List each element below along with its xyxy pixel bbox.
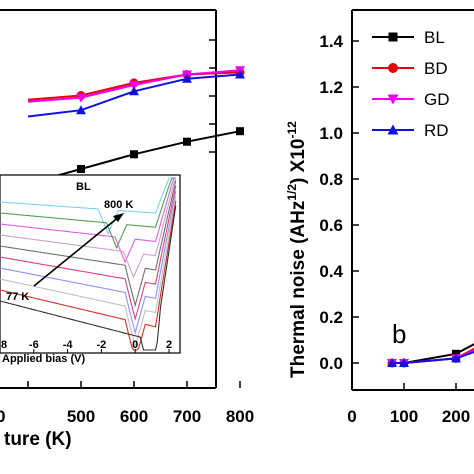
inset-curve: [0, 177, 176, 236]
inset-curves: [0, 177, 177, 351]
panel-a-series: [27, 66, 245, 185]
inset-x-tick-label: -6: [29, 339, 39, 351]
inset-curve: [0, 195, 177, 349]
panel-b-series: [387, 343, 474, 368]
inset-x-tick-label: 2: [166, 339, 172, 351]
inset-curve: [0, 177, 177, 279]
inset-x-tick-labels: 8 -6 -4 -2 0 2: [0, 339, 172, 353]
panel-a-inset: 8 -6 -4 -2 0 2 Applied bias (V) BL 800 K 77 K: [0, 174, 181, 365]
panel-b-series-line-rd: [392, 350, 474, 364]
panel-a-point-bl: [183, 137, 191, 146]
panel-b-y-ticks: 0.0 0.2 0.4 0.6 0.8 1.0 1.2 1.4: [319, 32, 359, 373]
panel-b-x-tick-label: 200: [442, 407, 470, 426]
panel-a-point-bl: [77, 165, 85, 173]
inset-x-tick-label: -4: [63, 339, 74, 351]
panel-a-x-tick-label: 700: [173, 407, 201, 426]
panel-b-x-tick-label: 0: [347, 407, 356, 426]
inset-800k-label: 800 K: [104, 199, 133, 211]
panel-a-point-gd: [129, 81, 139, 90]
legend-marker-bd: [388, 63, 398, 73]
panel-a-x-tick-label: 500: [67, 407, 95, 426]
legend-label-bd: BD: [424, 59, 448, 78]
inset-x-tick-label: -2: [97, 339, 107, 351]
panel-a-point-rd: [76, 105, 86, 115]
panel-a-x-tick-label: 0: [0, 407, 5, 426]
legend-label-bl: BL: [424, 28, 445, 47]
legend-marker-gd: [387, 94, 399, 105]
inset-arrow-head: [113, 213, 124, 222]
inset-curve: [0, 200, 177, 351]
inset-curve: [0, 205, 177, 351]
panel-b-point-rd: [399, 358, 409, 367]
panel-b-y-tick-label: 1.2: [319, 78, 343, 97]
panel-b-y-axis-title: Thermal noise (AHz1/2) X10-12: [285, 121, 309, 378]
panel-b-letter: b: [392, 319, 406, 349]
panel-a-point-rd: [182, 73, 192, 83]
legend-marker-rd: [387, 124, 399, 135]
panel-a: 0 500 600 700 800 ture (K) 8 -6 -4 -2 0 2 Applied…: [0, 9, 254, 450]
legend-marker-bl: [388, 32, 398, 42]
inset-curve: [0, 177, 176, 264]
inset-x-tick-label: 0: [132, 339, 138, 351]
inset-curve: [0, 180, 177, 308]
legend-label-rd: RD: [424, 121, 449, 140]
panel-b-y-tick-label: 1.0: [319, 124, 343, 143]
panel-a-point-bl: [236, 127, 244, 136]
panel-a-x-tick-label: 800: [226, 407, 254, 426]
inset-curve: [0, 185, 177, 322]
panel-a-x-tick-labels: 0 500 600 700 800: [0, 407, 254, 426]
panel-b-y-tick-label: 1.4: [319, 32, 343, 51]
panel-b-y-tick-label: 0.4: [319, 262, 343, 281]
panel-b-y-tick-label: 0.8: [319, 170, 343, 189]
panel-b-x-ticks: 0 100 200: [347, 383, 470, 426]
legend-label-gd: GD: [424, 90, 450, 109]
panel-b: 0.0 0.2 0.4 0.6 0.8 1.0 1.2 1.4 0 100 200 b Therm…: [285, 9, 474, 426]
inset-arrow-line: [33, 215, 121, 287]
panel-a-point-bl: [130, 150, 138, 159]
inset-curve: [0, 190, 177, 335]
panel-a-point-rd: [235, 69, 245, 79]
inset-77k-label: 77 K: [6, 291, 29, 303]
panel-a-ticks: [27, 39, 241, 388]
inset-series-label: BL: [76, 181, 91, 193]
inset-x-tick-label: 8: [1, 339, 7, 351]
panel-a-x-axis-title: ture (K): [4, 429, 72, 450]
panel-a-point-rd: [129, 86, 139, 96]
panel-b-x-tick-label: 100: [390, 407, 418, 426]
panel-b-point-rd: [387, 358, 398, 367]
panel-b-point-rd: [451, 353, 461, 363]
panel-a-point-gd: [76, 93, 86, 103]
inset-x-axis-title: Applied bias (V): [2, 353, 85, 365]
panel-b-legend: BL BD GD RD: [372, 28, 450, 140]
inset-curve: [0, 177, 176, 250]
panel-b-y-tick-label: 0.2: [319, 308, 343, 327]
panel-a-x-tick-label: 600: [120, 407, 148, 426]
panel-b-y-tick-label: 0.0: [319, 354, 343, 373]
panel-b-y-tick-label: 0.6: [319, 216, 343, 235]
